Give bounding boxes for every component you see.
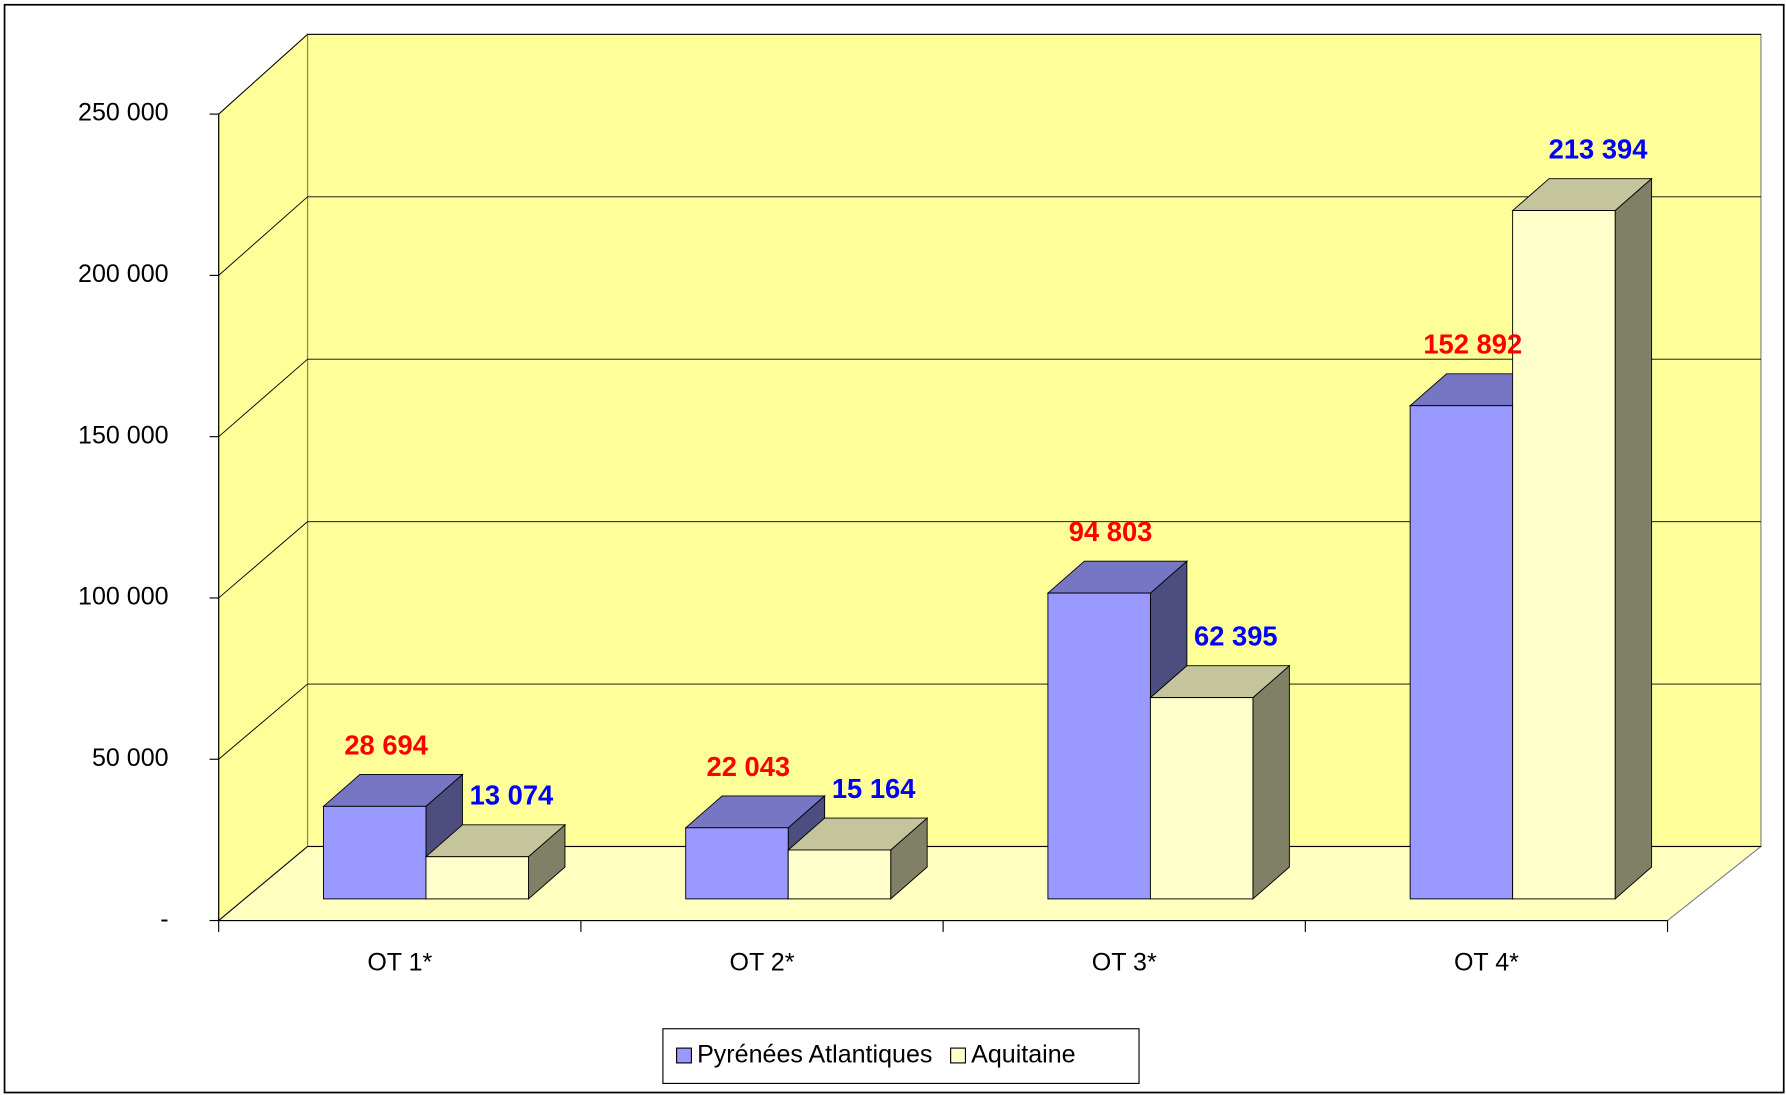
- legend-swatch: [950, 1047, 967, 1064]
- bar-front: [787, 849, 892, 900]
- bar: [786, 817, 929, 900]
- data-label: 28 694: [344, 729, 428, 760]
- legend-label: Pyrénées Atlantiques: [697, 1041, 932, 1069]
- data-label: 213 394: [1549, 134, 1649, 165]
- bar: [1149, 664, 1291, 900]
- bar-front: [1047, 592, 1151, 900]
- bar-front: [425, 856, 529, 900]
- grid-line-side: [218, 521, 308, 599]
- bar-side: [1614, 177, 1653, 900]
- data-label: 94 803: [1069, 516, 1153, 547]
- grid-line-side: [218, 34, 308, 115]
- data-label: 62 395: [1194, 621, 1278, 652]
- side-wall: [218, 33, 309, 922]
- bar: [424, 823, 567, 900]
- bar-front: [323, 805, 427, 900]
- bars: [322, 177, 1653, 900]
- data-label: 22 043: [707, 751, 791, 782]
- bar-front: [685, 827, 789, 900]
- grid-line-side: [218, 683, 308, 760]
- legend-swatch: [676, 1047, 692, 1064]
- legend-label: Aquitaine: [971, 1041, 1075, 1069]
- bar: [322, 773, 464, 900]
- bar-side: [1252, 664, 1290, 900]
- y-tick-label: -: [160, 905, 168, 933]
- y-tick-label: 100 000: [78, 583, 169, 611]
- data-label: 15 164: [832, 773, 916, 804]
- legend-items: Pyrénées Atlantiques Aquitaine: [676, 1041, 1076, 1069]
- grid-line-side: [218, 846, 308, 921]
- bar: [1511, 177, 1653, 900]
- x-tick-label: OT 1*: [367, 948, 432, 976]
- y-tick-label: 250 000: [78, 99, 169, 127]
- y-tick-label: 200 000: [78, 260, 169, 288]
- bar-front: [1512, 210, 1616, 900]
- data-label: 13 074: [470, 780, 554, 811]
- legend: [662, 1028, 1140, 1084]
- grid-line-side: [218, 358, 308, 438]
- bar-front: [1149, 697, 1254, 900]
- x-tick-label: OT 3*: [1092, 948, 1157, 976]
- y-tick-label: 150 000: [78, 421, 169, 449]
- labels: - 50 000 100 000 150 000 200 000 250 000 OT 1*…: [78, 99, 1648, 977]
- x-tick-label: OT 2*: [730, 948, 795, 976]
- grid-line-side: [218, 196, 308, 276]
- data-label: 152 892: [1423, 329, 1522, 360]
- bar-front: [1409, 405, 1514, 900]
- y-tick-label: 50 000: [92, 744, 169, 772]
- x-tick-label: OT 4*: [1454, 948, 1519, 976]
